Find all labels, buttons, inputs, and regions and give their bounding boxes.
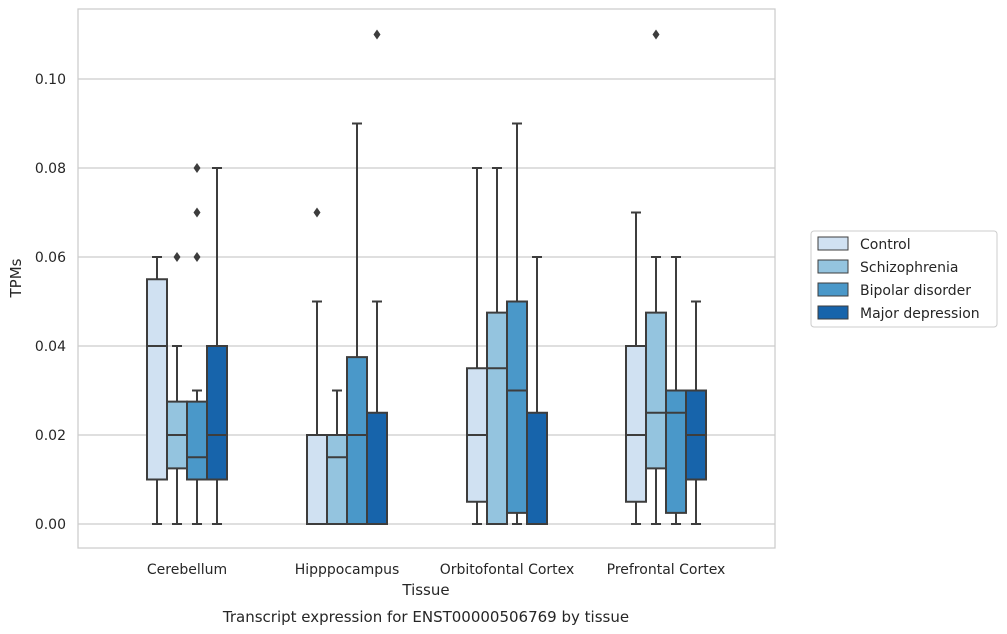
y-tick-labels: 0.00 0.02 0.04 0.06 0.08 0.10 [35, 72, 66, 533]
box [625, 345, 647, 503]
legend: Control Schizophrenia Bipolar disorder Majo… [810, 230, 998, 328]
outlier-point [313, 207, 321, 218]
legend-swatch [817, 305, 849, 320]
y-tick-label: 0.06 [35, 250, 66, 266]
box [486, 311, 508, 525]
box [526, 411, 548, 525]
outlier-point [373, 29, 381, 40]
box-groups [146, 29, 707, 525]
y-tick-label: 0.08 [35, 161, 66, 177]
x-tick-label: Prefrontal Cortex [607, 562, 726, 578]
legend-swatch [817, 236, 849, 251]
outlier-point [652, 29, 660, 40]
category-group [146, 163, 228, 525]
outlier-point [193, 252, 201, 262]
box [366, 411, 388, 525]
box [186, 400, 208, 481]
category-group [466, 122, 548, 525]
x-tick-labels: Cerebellum Hipppocampus Orbitofontal Corte… [147, 562, 725, 578]
category-group [625, 29, 707, 525]
legend-label: Control [860, 237, 911, 253]
x-tick-label: Orbitofontal Cortex [440, 562, 575, 578]
category-group [306, 29, 388, 525]
x-tick-label: Cerebellum [147, 562, 227, 578]
box [665, 389, 687, 514]
box [206, 345, 228, 481]
box [506, 300, 528, 514]
x-axis-title: Tissue [401, 581, 449, 599]
box [306, 434, 328, 525]
y-axis-title: TPMs [7, 258, 25, 298]
y-tick-label: 0.04 [35, 339, 66, 355]
legend-label: Major depression [860, 306, 980, 322]
outlier-point [173, 252, 181, 262]
legend-label: Bipolar disorder [860, 283, 971, 299]
y-tick-label: 0.02 [35, 428, 66, 444]
y-tick-label: 0.10 [35, 72, 66, 88]
legend-frame [810, 230, 998, 328]
outlier-point [193, 163, 201, 173]
outlier-point [193, 207, 201, 218]
figure-caption: Transcript expression for ENST0000050676… [222, 608, 629, 626]
legend-swatch [817, 282, 849, 297]
box [645, 311, 667, 470]
box [346, 356, 368, 525]
legend-label: Schizophrenia [860, 260, 958, 276]
box [326, 434, 348, 525]
x-tick-label: Hipppocampus [295, 562, 400, 578]
y-tick-label: 0.00 [35, 517, 66, 533]
plot-frame [77, 8, 776, 549]
legend-swatch [817, 259, 849, 274]
box [146, 278, 168, 481]
